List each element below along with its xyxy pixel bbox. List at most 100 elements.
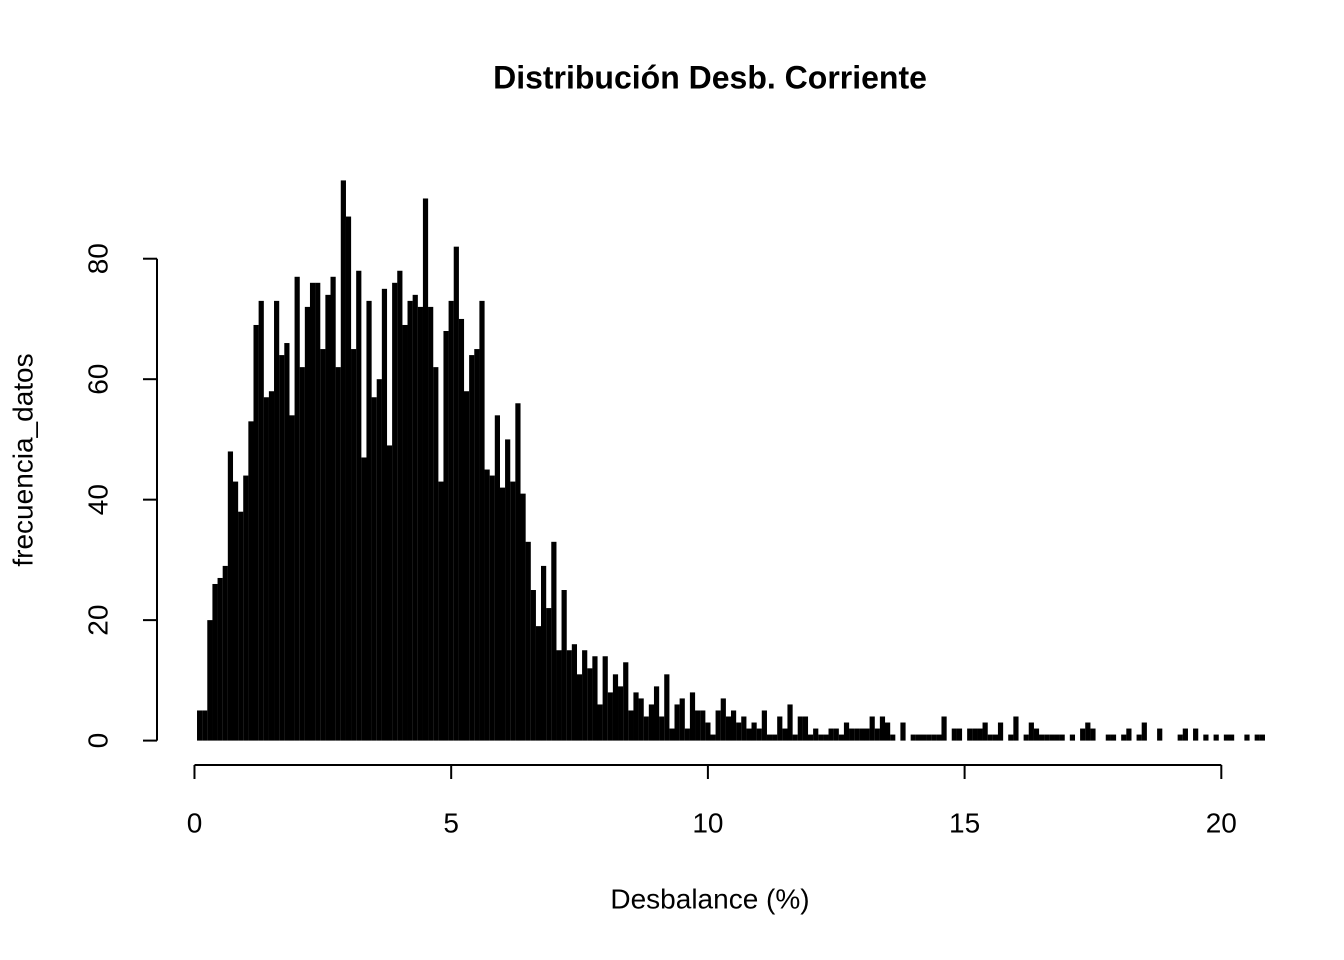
bar bbox=[520, 493, 526, 741]
bar bbox=[268, 391, 275, 741]
bar bbox=[843, 722, 850, 741]
bar bbox=[638, 698, 644, 741]
bar bbox=[920, 734, 927, 741]
bar bbox=[1013, 716, 1019, 741]
bar bbox=[710, 734, 716, 741]
bar bbox=[535, 626, 542, 741]
bar bbox=[525, 541, 531, 741]
bar bbox=[756, 728, 762, 741]
bar bbox=[294, 276, 300, 741]
bar bbox=[1177, 734, 1183, 741]
bar bbox=[376, 379, 382, 741]
bar bbox=[1080, 728, 1086, 741]
bar bbox=[351, 349, 357, 741]
bar bbox=[879, 716, 886, 741]
bar bbox=[546, 608, 552, 741]
bar bbox=[1049, 734, 1055, 741]
bar bbox=[618, 686, 624, 741]
x-tick-label: 20 bbox=[1206, 807, 1237, 838]
bar bbox=[1033, 728, 1040, 741]
bar bbox=[689, 692, 696, 741]
bar bbox=[736, 722, 742, 741]
bar bbox=[720, 698, 726, 741]
bar bbox=[274, 300, 280, 741]
bar bbox=[433, 367, 439, 741]
bar bbox=[653, 686, 660, 741]
x-tick-label: 10 bbox=[692, 807, 723, 838]
bar bbox=[571, 644, 578, 741]
bar bbox=[1059, 734, 1065, 741]
bar bbox=[802, 716, 809, 741]
x-tick-label: 15 bbox=[949, 807, 980, 838]
bar bbox=[371, 397, 377, 741]
bar bbox=[576, 674, 583, 741]
x-axis-label: Desbalance (%) bbox=[610, 883, 809, 914]
bar bbox=[972, 728, 978, 741]
bar bbox=[428, 306, 434, 741]
bar bbox=[1157, 728, 1163, 741]
bar bbox=[992, 734, 999, 741]
bar bbox=[510, 481, 516, 741]
bar bbox=[253, 324, 259, 741]
bar bbox=[849, 728, 855, 741]
bar bbox=[397, 270, 403, 741]
bar bbox=[997, 722, 1004, 741]
bar bbox=[279, 355, 285, 741]
bar bbox=[551, 541, 557, 741]
bar bbox=[967, 728, 973, 741]
bar bbox=[505, 439, 511, 741]
bar bbox=[422, 198, 429, 741]
bar bbox=[1223, 734, 1230, 741]
bar bbox=[330, 276, 336, 741]
bar bbox=[684, 728, 690, 741]
chart-title: Distribución Desb. Corriente bbox=[493, 59, 927, 95]
bar bbox=[1090, 728, 1096, 741]
bar bbox=[320, 349, 326, 741]
bar bbox=[746, 728, 752, 741]
bar bbox=[772, 734, 778, 741]
bar bbox=[797, 716, 803, 741]
y-tick-label: 20 bbox=[82, 605, 113, 636]
bar bbox=[499, 487, 506, 741]
bar bbox=[212, 583, 218, 741]
bar bbox=[951, 728, 957, 741]
bar bbox=[1141, 722, 1147, 741]
bar bbox=[443, 330, 449, 741]
bar bbox=[597, 704, 603, 741]
bar bbox=[859, 728, 865, 741]
bar bbox=[556, 650, 562, 741]
bar bbox=[612, 674, 619, 741]
bar bbox=[386, 445, 393, 741]
bar bbox=[792, 734, 798, 741]
y-axis-label: frecuencia_datos bbox=[7, 353, 38, 566]
bar bbox=[1105, 734, 1111, 741]
bar bbox=[730, 710, 737, 741]
bar bbox=[725, 716, 732, 741]
bar bbox=[356, 270, 362, 741]
bar bbox=[417, 306, 423, 741]
bar bbox=[602, 656, 608, 741]
bar bbox=[463, 391, 470, 741]
bar bbox=[818, 734, 824, 741]
bar bbox=[982, 722, 988, 741]
bar bbox=[1254, 734, 1260, 741]
bar bbox=[484, 469, 490, 741]
bar bbox=[705, 722, 711, 741]
bar bbox=[197, 710, 203, 741]
bar bbox=[1126, 728, 1132, 741]
bar bbox=[659, 716, 665, 741]
bar bbox=[1136, 734, 1142, 741]
bar bbox=[874, 728, 880, 741]
bar bbox=[977, 728, 983, 741]
bar bbox=[1244, 734, 1250, 741]
bar bbox=[987, 734, 993, 741]
bar bbox=[1110, 734, 1117, 741]
bar bbox=[263, 397, 269, 741]
bar bbox=[494, 415, 500, 741]
bar bbox=[530, 590, 536, 741]
bar bbox=[469, 355, 475, 741]
bar bbox=[782, 728, 788, 741]
bar bbox=[289, 415, 295, 741]
bar bbox=[1069, 734, 1076, 741]
